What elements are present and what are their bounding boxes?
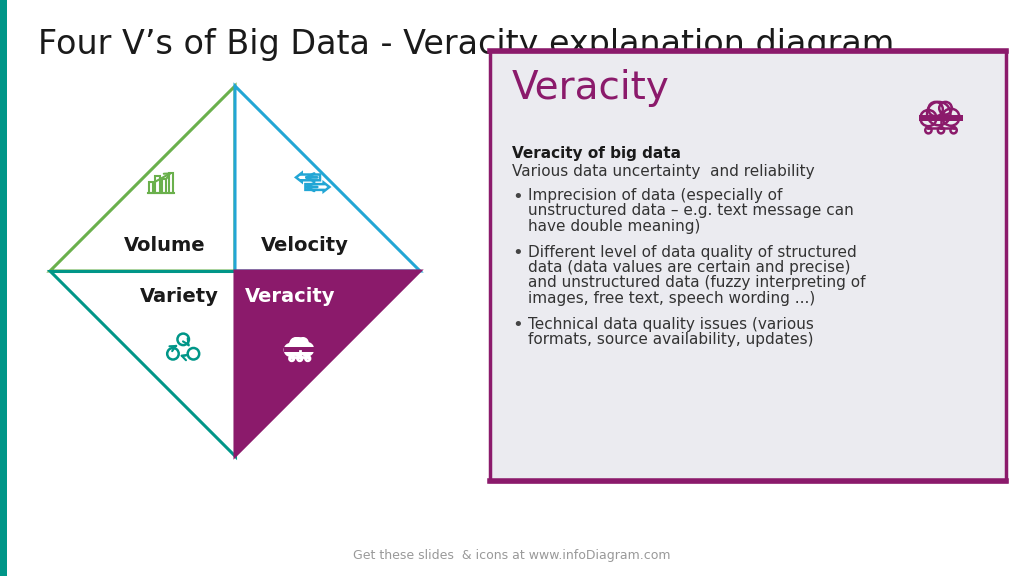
Circle shape bbox=[301, 343, 313, 355]
Text: Veracity: Veracity bbox=[246, 287, 336, 306]
Text: Veracity of big data: Veracity of big data bbox=[512, 146, 681, 161]
Text: Four V’s of Big Data - Veracity explanation diagram: Four V’s of Big Data - Veracity explanat… bbox=[38, 28, 894, 61]
Circle shape bbox=[298, 338, 307, 347]
Text: Technical data quality issues (various: Technical data quality issues (various bbox=[528, 316, 814, 332]
Polygon shape bbox=[234, 271, 420, 456]
Text: •: • bbox=[512, 316, 522, 335]
Text: Variety: Variety bbox=[140, 287, 219, 306]
Text: •: • bbox=[512, 244, 522, 263]
Bar bbox=[920, 115, 963, 122]
Bar bbox=[148, 182, 153, 194]
Text: data (data values are certain and precise): data (data values are certain and precis… bbox=[528, 260, 851, 275]
Polygon shape bbox=[234, 86, 420, 271]
Text: Velocity: Velocity bbox=[261, 236, 349, 255]
Bar bbox=[490, 51, 1006, 481]
Circle shape bbox=[285, 344, 297, 355]
Text: Various data uncertainty  and reliability: Various data uncertainty and reliability bbox=[512, 164, 815, 179]
Text: Volume: Volume bbox=[124, 236, 206, 255]
Text: have double meaning): have double meaning) bbox=[528, 219, 700, 234]
Bar bbox=[162, 179, 166, 194]
Text: unstructured data – e.g. text message can: unstructured data – e.g. text message ca… bbox=[528, 203, 854, 218]
Text: Veracity: Veracity bbox=[512, 69, 670, 107]
Text: Different level of data quality of structured: Different level of data quality of struc… bbox=[528, 244, 857, 260]
Text: and unstructured data (fuzzy interpreting of: and unstructured data (fuzzy interpretin… bbox=[528, 275, 865, 290]
Text: Imprecision of data (especially of: Imprecision of data (especially of bbox=[528, 188, 782, 203]
Circle shape bbox=[291, 338, 301, 348]
Text: Get these slides  & icons at www.infoDiagram.com: Get these slides & icons at www.infoDiag… bbox=[353, 549, 671, 562]
Polygon shape bbox=[50, 271, 234, 456]
Bar bbox=[0, 0, 7, 576]
Circle shape bbox=[290, 338, 306, 355]
Text: formats, source availability, updates): formats, source availability, updates) bbox=[528, 332, 813, 347]
Bar bbox=[156, 176, 160, 194]
Text: •: • bbox=[512, 188, 522, 206]
Bar bbox=[169, 173, 173, 194]
Text: images, free text, speech wording ...): images, free text, speech wording ...) bbox=[528, 291, 815, 306]
Bar bbox=[284, 347, 315, 353]
Polygon shape bbox=[50, 86, 234, 271]
